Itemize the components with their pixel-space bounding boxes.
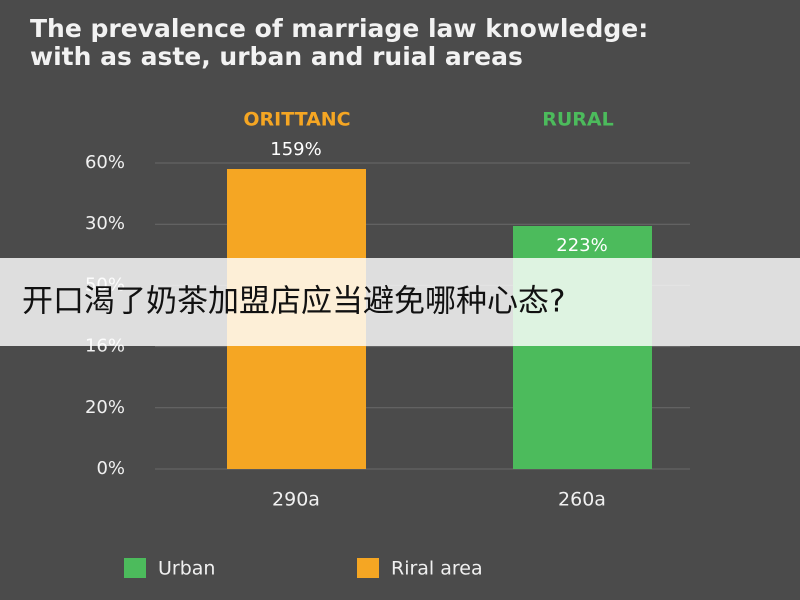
group-header: ORITTANC <box>243 109 350 131</box>
banner-text: 开口渴了奶茶加盟店应当避免哪种心态? <box>22 284 565 320</box>
banner-band <box>0 258 800 346</box>
value-label: 159% <box>270 139 321 160</box>
title-line: with as aste, urban and ruial areas <box>30 42 523 71</box>
x-label: 260a <box>558 489 606 511</box>
chart-area: The prevalence of marriage law knowledge… <box>30 14 690 580</box>
y-tick-label: 30% <box>85 213 125 234</box>
y-tick-label: 20% <box>85 397 125 418</box>
x-label: 290a <box>272 489 320 511</box>
legend-label: Riral area <box>391 558 483 580</box>
group-header: RURAL <box>542 109 614 131</box>
value-label: 223% <box>556 235 607 256</box>
legend-swatch <box>357 558 379 578</box>
y-tick-label: 60% <box>85 152 125 173</box>
y-tick-label: 0% <box>96 458 125 479</box>
legend-label: Urban <box>158 558 215 580</box>
title-line: The prevalence of marriage law knowledge… <box>30 14 648 43</box>
legend-swatch <box>124 558 146 578</box>
